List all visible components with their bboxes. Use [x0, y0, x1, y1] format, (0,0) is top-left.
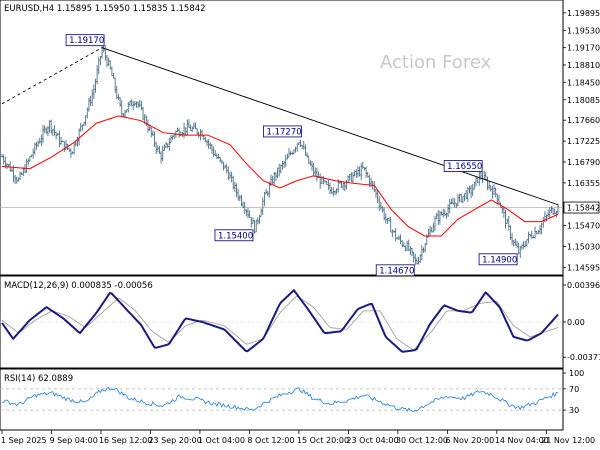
rsi-line — [1, 386, 559, 413]
callout-box — [65, 34, 105, 47]
price-y-tick-label: 1.18085 — [567, 96, 600, 105]
rsi-series — [0, 386, 563, 413]
price-y-axis: 1.19895 1.19530 1.19170 1.18810 1.18450 1.180… — [563, 9, 600, 272]
rsi-panel-frame — [0, 368, 564, 431]
price-y-tick-label: 1.19170 — [567, 44, 600, 53]
price-callout: 1.17270 — [263, 125, 302, 138]
watermark: Action Forex — [380, 52, 492, 73]
rsi-header: RSI(14) 62.0889 — [4, 374, 73, 384]
price-callout: 1.15400 — [214, 229, 254, 242]
falling-trendline — [101, 47, 559, 206]
callout-box — [263, 125, 302, 138]
macd-series — [0, 288, 563, 353]
price-series — [0, 43, 563, 266]
price-y-tick-label: 1.18810 — [567, 61, 600, 70]
x-tick-label: 23 Sep 20:00 — [148, 436, 201, 445]
price-y-tick-label: 1.18450 — [567, 78, 600, 87]
price-callout: 1.14670 — [375, 264, 415, 276]
x-tick-label: 9 Sep 04:00 — [49, 436, 97, 445]
price-callouts: 1.19170 1.17270 1.15400 1.16550 1.14670 1.149… — [65, 34, 518, 276]
callout-label: 1.14670 — [379, 266, 414, 276]
symbol-header: EURUSD,H4 1.15895 1.15950 1.15835 1.1584… — [4, 4, 206, 14]
x-tick-label: 23 Oct 04:00 — [346, 436, 398, 445]
macd-signal-line — [1, 296, 559, 351]
price-panel: Action Forex EURUSD,H4 1.15895 1.15950 1… — [0, 0, 600, 276]
price-y-tick-label: 1.16355 — [567, 179, 600, 188]
x-tick-label: 21 Nov 12:00 — [541, 436, 595, 445]
macd-header: MACD(12,26,9) 0.000835 -0.00056 — [4, 281, 153, 291]
price-y-tick-label: 1.17660 — [567, 116, 600, 125]
price-y-tick-label: 1.17225 — [567, 137, 600, 146]
rsi-y-axis: 100 70 30 — [563, 369, 584, 415]
x-tick-label: 1 Sep 2025 — [1, 436, 47, 445]
price-y-tick-label: 1.14595 — [567, 263, 600, 272]
macd-y-tick-label: -0.003774 — [567, 353, 600, 362]
x-tick-label: 1 Oct 04:00 — [198, 436, 245, 445]
macd-panel: MACD(12,26,9) 0.000835 -0.00056 0.003964… — [0, 275, 600, 369]
price-y-tick-label: 1.15842 — [567, 204, 600, 213]
macd-y-tick-label: 0.003964 — [567, 281, 600, 290]
macd-y-tick-label: 0.00 — [567, 318, 585, 327]
x-tick-label: 16 Sep 12:00 — [99, 436, 152, 445]
current-price-box — [563, 201, 600, 214]
x-tick-label: 8 Oct 12:00 — [247, 436, 294, 445]
price-y-tick-label: 1.19895 — [567, 9, 600, 18]
rsi-y-tick-label: 30 — [569, 406, 579, 415]
price-y-tick-label: 1.16790 — [567, 158, 600, 167]
price-callout: 1.16550 — [443, 160, 483, 172]
x-tick-label: 6 Nov 20:00 — [445, 436, 494, 445]
callout-box — [214, 229, 254, 242]
rsi-y-tick-label: 100 — [569, 369, 584, 378]
callout-label: 1.19170 — [69, 36, 104, 46]
price-callout: 1.19170 — [65, 34, 105, 47]
x-tick-label: 30 Oct 12:00 — [396, 436, 448, 445]
callout-box — [443, 160, 483, 172]
rsi-panel: RSI(14) 62.0889 100 70 30 — [0, 368, 584, 431]
callout-label: 1.17270 — [266, 127, 301, 137]
callout-label: 1.16550 — [447, 162, 482, 172]
callout-box — [478, 253, 518, 266]
price-y-tick-label: 1.15030 — [567, 243, 600, 252]
callout-label: 1.15400 — [218, 231, 253, 241]
macd-y-axis: 0.003964 0.00 -0.003774 — [563, 281, 600, 362]
dashed-trendline — [1, 47, 103, 105]
price-y-tick-label: 1.19530 — [567, 26, 600, 35]
moving-average-line — [1, 115, 559, 237]
price-y-tick-label: 1.15470 — [567, 221, 600, 230]
callout-label: 1.14900 — [482, 255, 517, 265]
macd-line — [1, 288, 559, 353]
x-tick-label: 14 Nov 04:00 — [495, 436, 549, 445]
price-callout: 1.14900 — [478, 253, 518, 266]
x-tick-label: 15 Oct 20:00 — [297, 436, 349, 445]
rsi-y-tick-label: 70 — [569, 385, 579, 394]
